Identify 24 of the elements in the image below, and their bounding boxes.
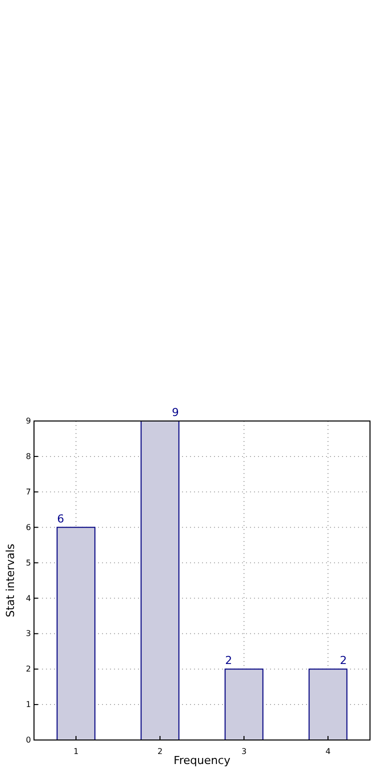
y-tick-label: 5 [26,558,31,568]
y-tick-label: 8 [26,452,31,462]
x-tick-label: 2 [157,747,163,756]
data-label: 2 [340,654,347,668]
y-tick-label: 4 [26,594,31,603]
data-label: 9 [172,406,179,419]
x-tick-label: 4 [325,747,331,756]
y-tick-label: 2 [26,664,31,674]
bar [140,420,180,740]
y-tick-label: 7 [26,487,31,496]
y-tick-label: 6 [26,522,31,532]
data-label: 2 [225,654,232,668]
x-tick-label: 1 [73,747,79,756]
bar [224,668,264,740]
bar [308,668,348,740]
x-tick-label: 3 [241,747,247,756]
y-tick-label: 0 [26,736,31,745]
x-axis-title: Frequency [174,754,231,767]
y-tick-label: 9 [26,416,31,426]
y-axis-title: Stat intervals [4,543,17,618]
bar [56,526,96,740]
y-tick-label: 1 [26,700,31,710]
data-label: 6 [57,512,64,526]
y-tick-label: 3 [26,629,31,638]
